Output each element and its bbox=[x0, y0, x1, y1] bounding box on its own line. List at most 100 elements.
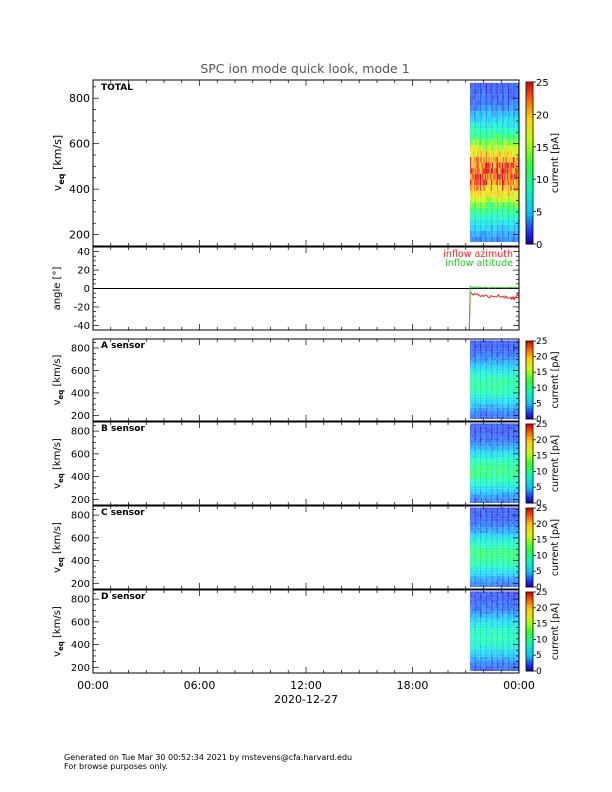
heat-cell bbox=[481, 500, 483, 504]
heat-cell bbox=[509, 151, 511, 157]
heat-cell bbox=[488, 533, 490, 536]
heat-cell bbox=[492, 466, 494, 469]
heat-cell bbox=[499, 460, 501, 464]
heat-cell bbox=[493, 376, 495, 380]
heat-cell bbox=[516, 388, 518, 391]
colorbar-segment bbox=[526, 380, 533, 383]
heat-cell bbox=[515, 348, 517, 352]
heat-cell bbox=[481, 530, 483, 533]
heat-cell bbox=[472, 99, 474, 106]
heat-cell bbox=[484, 413, 486, 417]
heat-cell bbox=[514, 500, 516, 504]
heat-cell bbox=[478, 527, 480, 531]
heat-cell bbox=[478, 348, 480, 352]
heat-cell bbox=[494, 351, 496, 355]
heat-cell bbox=[492, 483, 494, 486]
heat-cell bbox=[498, 346, 500, 349]
colorbar-segment bbox=[526, 356, 533, 360]
heat-cell bbox=[506, 515, 508, 519]
heat-cell bbox=[497, 429, 499, 432]
heat-cell bbox=[488, 434, 490, 438]
heat-cell bbox=[494, 538, 496, 542]
heat-cell bbox=[511, 454, 513, 458]
heat-cell bbox=[489, 431, 491, 435]
heat-cell bbox=[492, 407, 494, 411]
heat-cell bbox=[477, 561, 479, 565]
heat-cell bbox=[477, 578, 479, 582]
heat-cell bbox=[489, 388, 491, 391]
heat-cell bbox=[505, 151, 507, 157]
heat-cell bbox=[501, 507, 503, 511]
heat-cell bbox=[503, 185, 505, 191]
heat-cell bbox=[473, 202, 475, 208]
heat-cell bbox=[486, 393, 488, 397]
heat-cell bbox=[487, 544, 489, 548]
heat-cell bbox=[482, 567, 484, 570]
heat-cell bbox=[514, 572, 516, 576]
heat-cell bbox=[486, 190, 488, 197]
heat-cell bbox=[506, 552, 508, 556]
heat-cell bbox=[488, 390, 490, 394]
heat-cell bbox=[511, 552, 513, 556]
heat-cell bbox=[476, 173, 478, 180]
heat-cell bbox=[493, 111, 495, 117]
heat-cell bbox=[510, 360, 512, 363]
heat-cell bbox=[509, 471, 511, 475]
heat-cell bbox=[479, 213, 481, 220]
heat-cell bbox=[508, 547, 510, 551]
heat-cell bbox=[501, 360, 503, 363]
heat-cell bbox=[483, 379, 485, 383]
heat-cell bbox=[493, 547, 495, 551]
heat-cell bbox=[473, 348, 475, 352]
heat-cell bbox=[516, 207, 518, 214]
heat-cell bbox=[503, 371, 505, 375]
heat-cell bbox=[487, 497, 489, 501]
heat-cell bbox=[517, 134, 519, 140]
heat-cell bbox=[483, 567, 485, 570]
heat-cell bbox=[481, 423, 483, 427]
heat-cell bbox=[478, 179, 480, 186]
heat-cell bbox=[504, 390, 506, 394]
heat-cell bbox=[495, 202, 497, 208]
heat-cell bbox=[477, 544, 479, 548]
heat-cell bbox=[509, 385, 511, 389]
heat-cell bbox=[514, 190, 516, 197]
heat-cell bbox=[486, 219, 488, 225]
heat-cell bbox=[506, 446, 508, 449]
heat-cell bbox=[497, 494, 499, 498]
heat-cell bbox=[505, 535, 507, 539]
heat-cell bbox=[500, 116, 502, 123]
heat-cell bbox=[490, 151, 492, 157]
heat-cell bbox=[484, 360, 486, 363]
y-tick-label: 800 bbox=[69, 92, 90, 105]
heat-cell bbox=[486, 483, 488, 486]
heat-cell bbox=[497, 491, 499, 495]
heat-cell bbox=[498, 390, 500, 394]
heat-cell bbox=[510, 527, 512, 531]
heat-cell bbox=[514, 371, 516, 375]
heat-cell bbox=[489, 544, 491, 548]
heat-cell bbox=[489, 94, 491, 100]
heat-cell bbox=[487, 94, 489, 100]
heat-cell bbox=[505, 105, 507, 112]
heat-cell bbox=[501, 561, 503, 565]
heat-cell bbox=[471, 82, 473, 89]
heat-cell bbox=[479, 416, 481, 420]
y-axis-label-part: [km/s] bbox=[51, 135, 64, 174]
heat-cell bbox=[487, 168, 489, 174]
heat-cell bbox=[473, 471, 475, 475]
heat-cell bbox=[483, 474, 485, 478]
heat-cell bbox=[476, 518, 478, 522]
heat-cell bbox=[482, 538, 484, 542]
heat-cell bbox=[497, 558, 499, 562]
heat-cell bbox=[477, 457, 479, 461]
heat-cell bbox=[472, 219, 474, 225]
colorbar-segment bbox=[526, 348, 533, 352]
y-tick-label: 0 bbox=[84, 284, 90, 295]
heat-cell bbox=[481, 521, 483, 525]
heat-cell bbox=[510, 480, 512, 484]
heat-cell bbox=[479, 488, 481, 492]
heat-cell bbox=[505, 449, 507, 452]
heat-cell bbox=[478, 510, 480, 514]
heat-cell bbox=[486, 584, 488, 588]
